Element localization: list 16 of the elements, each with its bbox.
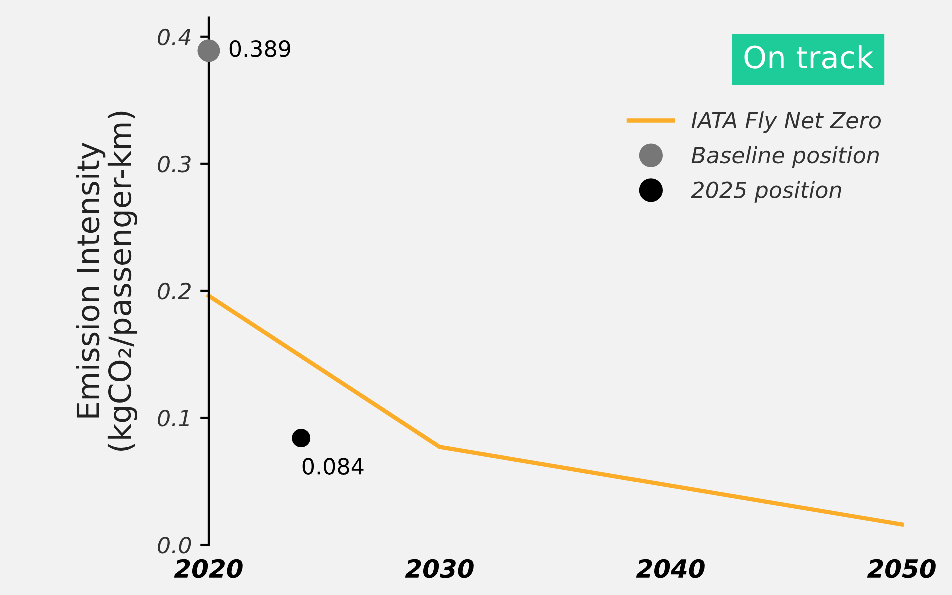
y-tick-label: 0.2 <box>158 282 191 300</box>
x-tick-label: 2040 <box>636 559 705 578</box>
data-label: 0.389 <box>230 40 290 58</box>
y-tick-label: 0.3 <box>158 156 191 173</box>
y-tick-label: 0.1 <box>158 410 189 427</box>
x-tick-label: 2030 <box>405 559 474 578</box>
x-tick-label: 2050 <box>867 559 936 578</box>
legend-label: 2025 position <box>691 181 842 203</box>
y-tick-label: 0.4 <box>158 28 191 46</box>
legend-label: Baseline position <box>692 146 879 168</box>
annotation: On track <box>744 45 874 69</box>
data-label: 0.084 <box>302 458 364 475</box>
x-tick-label: 2020 <box>174 559 243 578</box>
legend-label: IATA Fly Net Zero <box>692 112 881 134</box>
y-axis-title: Emission Intensity (kgCO₂/passenger-km) <box>76 112 138 451</box>
y-tick-label: 0.0 <box>158 536 192 554</box>
